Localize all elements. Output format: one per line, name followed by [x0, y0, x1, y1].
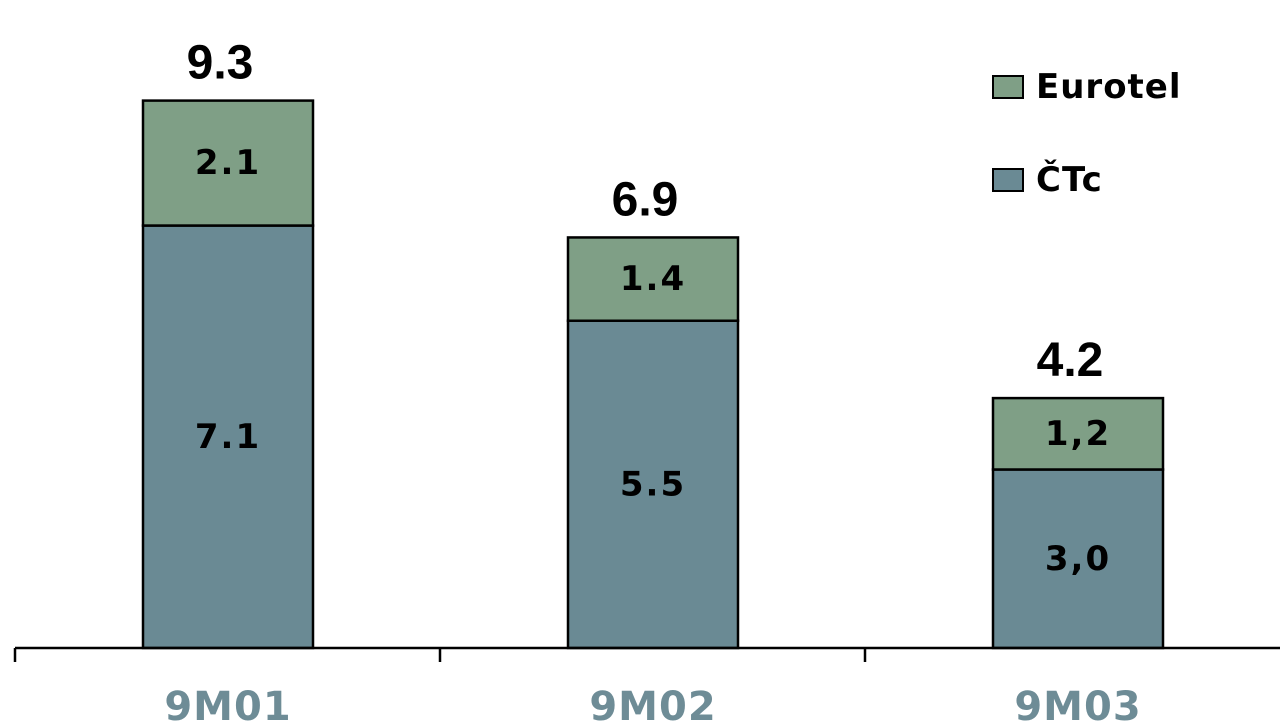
- bar-segment-ctc-9m01: [141, 224, 315, 650]
- bar-segment-eurotel-9m01: [141, 99, 315, 227]
- legend-label-eurotel: Eurotel: [1036, 67, 1182, 107]
- total-label-9m03: 4.2: [1037, 334, 1104, 387]
- total-label-9m01: 9.3: [187, 37, 254, 90]
- data-label-ctc-9m02: 5.5: [620, 464, 686, 504]
- x-tick-label-9m01: 9M01: [164, 684, 291, 724]
- total-label-9m02: 6.9: [612, 173, 679, 226]
- legend: Eurotel ČTc: [992, 67, 1182, 200]
- legend-swatch-eurotel: [992, 75, 1024, 99]
- x-axis: 9M01 9M02 9M03: [13, 646, 1280, 724]
- data-label-eurotel-9m02: 1.4: [620, 259, 686, 299]
- x-tick-label-9m03: 9M03: [1014, 684, 1141, 724]
- bar-segment-eurotel-9m03: [991, 396, 1165, 471]
- bar-segment-eurotel-9m02: [566, 236, 740, 322]
- legend-label-ctc: ČTc: [1036, 159, 1103, 200]
- data-label-ctc-9m01: 7.1: [195, 417, 261, 457]
- data-label-eurotel-9m01: 2.1: [195, 143, 261, 183]
- data-label-ctc-9m03: 3,0: [1045, 539, 1111, 579]
- data-label-eurotel-9m03: 1,2: [1045, 414, 1111, 454]
- plot-area: 7.1 2.1 9.3 5.5 1.4 6.9 3,0 1,2 4.2: [141, 37, 1165, 650]
- x-tick-label-9m02: 9M02: [589, 684, 716, 724]
- legend-swatch-ctc: [992, 168, 1024, 192]
